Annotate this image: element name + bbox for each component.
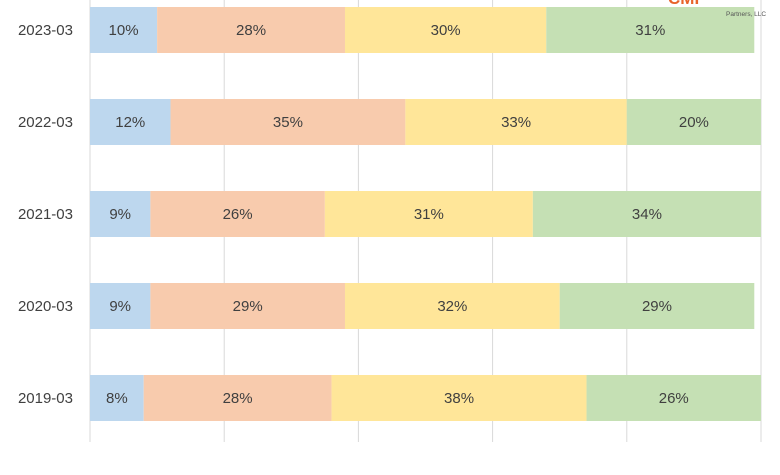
bar-segment xyxy=(143,375,332,421)
data-label: 34% xyxy=(632,206,662,223)
data-label: 20% xyxy=(679,114,709,131)
category-labels: 2023-03 2022-03 2021-03 2020-03 2019-03 xyxy=(18,22,73,407)
bar-segment xyxy=(90,191,151,237)
bar-segment xyxy=(331,375,587,421)
data-label: 33% xyxy=(501,114,531,131)
bar-segment xyxy=(150,283,345,329)
data-labels: 10% 28% 30% 31% 12% 35% 33% 20% 9% 26% 31% 34% 9% 29%… xyxy=(106,22,709,407)
bar-segment xyxy=(170,99,406,145)
bar-segment xyxy=(344,283,560,329)
data-label: 31% xyxy=(414,206,444,223)
data-label: 31% xyxy=(635,22,665,39)
bar-segment xyxy=(546,7,755,53)
data-label: 10% xyxy=(109,22,139,39)
company-logo: CMI Partners, LLC xyxy=(668,0,766,18)
data-label: 28% xyxy=(236,22,266,39)
bar-segment xyxy=(344,7,547,53)
data-label: 32% xyxy=(437,298,467,315)
data-label: 9% xyxy=(109,298,131,315)
category-label: 2021-03 xyxy=(18,206,73,223)
bar-segment xyxy=(90,99,171,145)
data-label: 29% xyxy=(233,298,263,315)
category-label: 2019-03 xyxy=(18,390,73,407)
bar-segment xyxy=(559,283,755,329)
logo-subtext: Partners, LLC xyxy=(726,11,766,18)
bar-segment xyxy=(90,7,158,53)
bars xyxy=(90,7,761,421)
bar-segment xyxy=(405,99,627,145)
data-label: 30% xyxy=(431,22,461,39)
logo-text: CMI xyxy=(668,0,699,8)
data-label: 28% xyxy=(223,390,253,407)
data-label: 8% xyxy=(106,390,128,407)
data-label: 29% xyxy=(642,298,672,315)
data-label: 26% xyxy=(659,390,689,407)
bar-segment xyxy=(626,99,761,145)
category-label: 2022-03 xyxy=(18,114,73,131)
data-label: 35% xyxy=(273,114,303,131)
bar-segment xyxy=(150,191,325,237)
bar-segment xyxy=(324,191,533,237)
data-label: 12% xyxy=(115,114,145,131)
bar-segment xyxy=(586,375,761,421)
category-label: 2020-03 xyxy=(18,298,73,315)
data-label: 9% xyxy=(109,206,131,223)
bar-segment xyxy=(90,283,151,329)
data-label: 38% xyxy=(444,390,474,407)
bar-segment xyxy=(90,375,144,421)
category-label: 2023-03 xyxy=(18,22,73,39)
bar-segment xyxy=(532,191,761,237)
data-label: 26% xyxy=(223,206,253,223)
bar-segment xyxy=(157,7,345,53)
